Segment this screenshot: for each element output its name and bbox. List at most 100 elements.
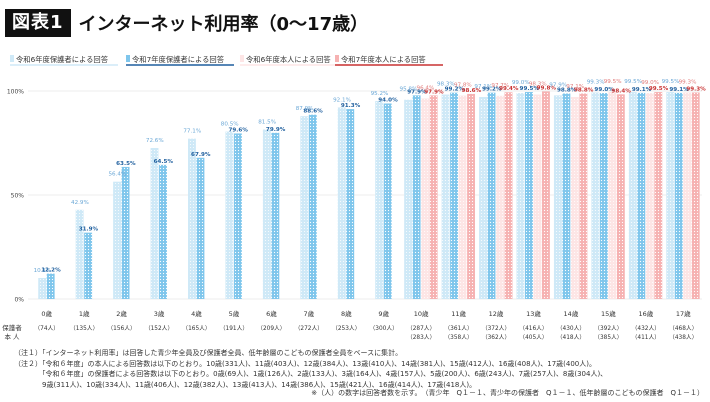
legend-label-1: 令和6年度保護者による回答 (16, 55, 109, 64)
self-count-11歳: （358人） (444, 334, 472, 341)
bar-8歳-s2 (346, 109, 355, 299)
grid: 0% 50% 100% (7, 89, 702, 304)
bar-12歳-s1 (479, 97, 487, 299)
row-header-parent: 保護者 (2, 323, 22, 332)
bar-2歳-s2 (121, 166, 130, 299)
parent-count-6歳: （209人） (257, 325, 285, 332)
bar-0歳-s2 (46, 273, 55, 299)
data-label-9歳-s1: 95.2% (371, 91, 389, 97)
parent-count-9歳: （300人） (369, 325, 397, 332)
data-label-17歳-s2: 99.1% (669, 87, 689, 93)
bar-7歳-s2 (308, 114, 317, 299)
bar-9歳-s1 (375, 100, 384, 299)
legend-swatch-2 (126, 55, 130, 62)
parent-count-15歳: （392人） (594, 325, 622, 332)
bar-10歳-s1 (404, 99, 413, 300)
parent-count-3歳: （152人） (145, 325, 173, 332)
legend-swatch-4 (335, 55, 339, 62)
data-label-9歳-s2: 94.0% (378, 97, 398, 103)
data-label-11歳-s2: 99.2% (445, 87, 465, 93)
parent-count-2歳: （156人） (107, 325, 135, 332)
x-tick-label-3歳: 3歳 (154, 309, 165, 318)
bar-14歳-s4 (579, 93, 588, 299)
bar-8歳-s1 (337, 107, 346, 299)
x-tick-label-8歳: 8歳 (341, 309, 352, 318)
data-label-2歳-s2: 63.5% (116, 161, 136, 167)
data-label-3歳-s2: 64.5% (154, 159, 174, 165)
self-count-10歳: （283人） (407, 334, 435, 341)
note-3: 「令和６年度」の保護者による回答数は以下のとおり。0歳(69人)、1歳(126人… (14, 370, 608, 378)
chart-title: インターネット利用率（0〜17歳） (78, 14, 369, 35)
data-label-1歳-s2: 31.9% (79, 227, 99, 233)
bar-13歳-s4 (542, 91, 550, 299)
legend-swatch-3 (240, 55, 244, 62)
data-label-8歳-s1: 92.1% (333, 97, 351, 103)
x-tick-label-1歳: 1歳 (79, 309, 90, 318)
bar-5歳-s1 (225, 131, 234, 299)
data-label-0歳-s1: 10.1% (34, 268, 52, 274)
legend-label-3: 令和6年度本人による回答 (246, 55, 331, 64)
x-tick-label-12歳: 12歳 (489, 309, 504, 318)
data-label-6歳-s1: 81.5% (258, 119, 276, 125)
bar-12歳-s4 (504, 92, 513, 299)
parent-count-0歳: （74人） (34, 325, 59, 332)
row-header-self: 本 人 (4, 332, 20, 341)
legend-label-2: 令和7年度保護者による回答 (132, 55, 225, 64)
data-label-10歳-s4: 97.9% (424, 89, 444, 95)
x-tick-label-6歳: 6歳 (266, 309, 277, 318)
data-label-17歳-s4: 99.3% (686, 86, 706, 92)
bar-0歳-s1 (38, 277, 47, 299)
x-tick-label-10歳: 10歳 (414, 309, 429, 318)
data-label-14歳-s2: 98.8% (557, 87, 577, 93)
data-label-7歳-s1: 87.9% (296, 106, 314, 112)
parent-count-1歳: （135人） (70, 325, 98, 332)
bar-chart: 令和6年度保護者による回答 令和7年度保護者による回答 令和6年度本人による回答 令和… (2, 55, 706, 341)
data-label-12歳-s3: 97.7% (491, 83, 509, 89)
bar-1歳-s1 (75, 209, 84, 299)
parent-count-17歳: （468人） (669, 325, 697, 332)
bar-11歳-s3 (458, 95, 467, 299)
legend: 令和6年度保護者による回答 令和7年度保護者による回答 令和6年度本人による回答 令和… (10, 55, 443, 66)
bar-11歳-s2 (450, 92, 459, 299)
x-tick-label-4歳: 4歳 (191, 309, 202, 318)
bar-10歳-s4 (429, 95, 438, 299)
data-label-2歳-s1: 56.4% (108, 172, 126, 178)
data-label-13歳-s1: 99.0% (512, 80, 530, 86)
bar-12歳-s3 (496, 95, 504, 299)
bar-17歳-s1 (666, 92, 675, 299)
title-badge: 図表1 (5, 9, 71, 37)
bar-16歳-s3 (645, 93, 654, 299)
x-tick-label-2歳: 2歳 (116, 309, 127, 318)
data-label-14歳-s4: 98.8% (574, 87, 594, 93)
bar-1歳-s2 (84, 232, 93, 299)
x-tick-label-13歳: 13歳 (526, 309, 541, 318)
bars (38, 91, 700, 300)
data-label-5歳-s1: 80.5% (221, 122, 239, 128)
bar-3歳-s1 (150, 147, 159, 299)
x-tick-label-0歳: 0歳 (41, 309, 52, 318)
parent-count-10歳: （287人） (407, 325, 435, 332)
x-tick-label-7歳: 7歳 (304, 309, 315, 318)
bar-17歳-s4 (691, 92, 700, 300)
data-label-5歳-s2: 79.6% (228, 127, 248, 133)
self-count-14歳: （418人） (557, 334, 585, 341)
parent-count-16歳: （432人） (632, 325, 660, 332)
data-label-6歳-s2: 79.9% (266, 127, 286, 133)
bar-11歳-s1 (441, 94, 450, 299)
bar-9歳-s2 (383, 103, 392, 299)
bar-7歳-s1 (300, 116, 309, 299)
data-label-4歳-s1: 77.1% (183, 129, 201, 135)
data-label-17歳-s1: 99.5% (662, 79, 680, 85)
data-label-15歳-s2: 99.0% (594, 87, 614, 93)
data-label-11歳-s1: 98.3% (437, 82, 455, 88)
data-label-14歳-s1: 97.9% (549, 82, 567, 88)
data-label-1歳-s1: 42.9% (71, 200, 89, 206)
data-label-8歳-s2: 91.3% (341, 103, 361, 109)
notes: （注１）「インターネット利用率」は回答した青少年全員及び保護者全員、低年齢層のこ… (14, 348, 607, 390)
bar-17歳-s3 (683, 92, 692, 300)
bar-4歳-s1 (188, 138, 196, 299)
bar-11歳-s4 (467, 93, 476, 299)
bar-12歳-s2 (487, 92, 496, 299)
bar-6歳-s1 (262, 129, 271, 299)
